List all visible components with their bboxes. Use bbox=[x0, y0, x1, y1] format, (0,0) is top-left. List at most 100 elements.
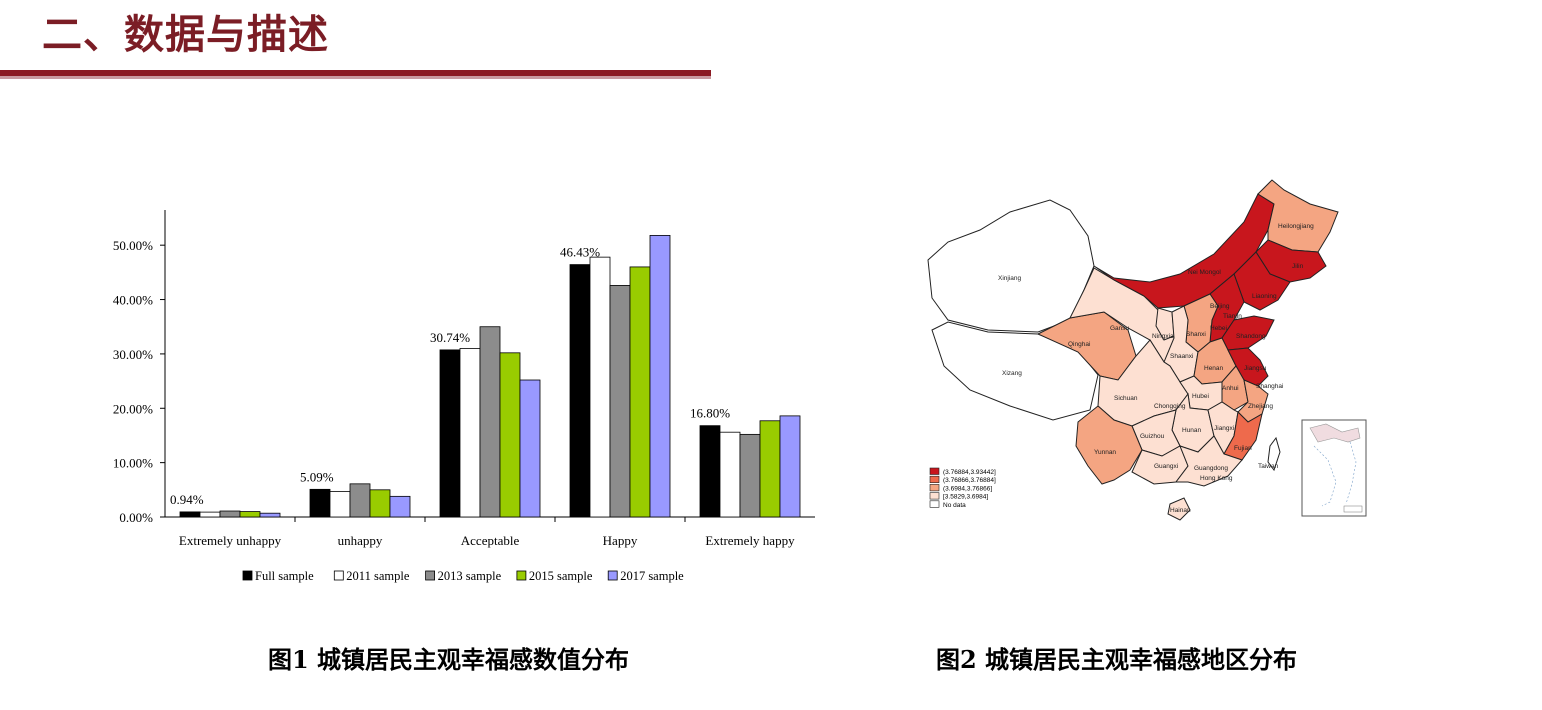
label-yunnan: Yunnan bbox=[1094, 449, 1116, 456]
label-guangxi: Guangxi bbox=[1154, 463, 1178, 470]
data-label: 0.94% bbox=[170, 492, 204, 507]
region-liaoning bbox=[1233, 251, 1291, 311]
map-legend-label: (3.6984,3.76866] bbox=[943, 485, 992, 492]
label-guangdong: Guangdong bbox=[1194, 465, 1228, 472]
bar-full-sample-2 bbox=[439, 349, 461, 518]
map-legend-label: [3.5829,3.6984] bbox=[943, 494, 988, 501]
label-shanxi: Shanxi bbox=[1186, 331, 1206, 338]
legend-entry: Full sample bbox=[255, 569, 314, 583]
bar-2011-sample-2 bbox=[459, 348, 481, 518]
map-legend-swatch bbox=[929, 484, 940, 492]
y-tick-label: 40.00% bbox=[113, 293, 153, 308]
bar-2013-sample-2 bbox=[479, 326, 501, 518]
data-label: 46.43% bbox=[560, 245, 600, 260]
map-legend-swatch bbox=[929, 467, 940, 475]
data-label: 5.09% bbox=[300, 469, 334, 484]
happiness-bar-chart: 0.00% 10.00% 20.00% 30.00% 40.00% 50.00% 0.94%… bbox=[113, 210, 815, 583]
bar-2015-sample-4 bbox=[759, 420, 781, 518]
label-qinghai: Qinghai bbox=[1068, 341, 1090, 348]
bar-2013-sample-1 bbox=[349, 483, 371, 518]
region-yunnan bbox=[1075, 405, 1143, 485]
map-legend-swatch bbox=[929, 500, 940, 508]
bar-full-sample-1 bbox=[309, 488, 331, 518]
y-tick-label: 0.00% bbox=[119, 510, 153, 525]
label-ningxia: Ningxia bbox=[1152, 333, 1174, 340]
china-happiness-map: Xinjiang Xizang Qinghai Gansu Nei Mongol… bbox=[927, 179, 1367, 521]
bar-2013-sample-4 bbox=[739, 433, 761, 518]
region-hainan bbox=[1167, 497, 1191, 521]
data-label: 16.80% bbox=[690, 406, 730, 421]
label-hubei: Hubei bbox=[1192, 393, 1209, 400]
bar-2017-sample-3 bbox=[649, 234, 671, 518]
category-label: Extremely unhappy bbox=[179, 533, 282, 548]
bar-2011-sample-4 bbox=[719, 431, 741, 518]
bar-2015-sample-3 bbox=[629, 266, 651, 518]
bar-2017-sample-2 bbox=[519, 379, 541, 518]
legend-swatch bbox=[425, 570, 436, 581]
legend-entry: 2011 sample bbox=[346, 569, 410, 583]
label-xinjiang: Xinjiang bbox=[998, 275, 1022, 282]
label-jilin: Jilin bbox=[1292, 263, 1304, 270]
label-sichuan: Sichuan bbox=[1114, 395, 1138, 402]
category-label: Extremely happy bbox=[705, 533, 795, 548]
y-tick-label: 20.00% bbox=[113, 401, 153, 416]
figure-1-caption: 图1 城镇居民主观幸福感数值分布 bbox=[268, 645, 630, 674]
label-jiangxi: Jiangxi bbox=[1214, 425, 1234, 432]
bar-2011-sample-0 bbox=[199, 511, 221, 518]
label-shaanxi: Shaanxi bbox=[1170, 353, 1194, 360]
label-zhejiang: Zhejiang bbox=[1248, 403, 1273, 410]
label-henan: Henan bbox=[1204, 365, 1224, 372]
data-label: 30.74% bbox=[430, 330, 470, 345]
map-legend-label: No data bbox=[943, 502, 966, 509]
label-hainan: Hainan bbox=[1170, 507, 1191, 514]
label-nei-mongol: Nei Mongol bbox=[1188, 269, 1221, 276]
map-legend-swatch bbox=[929, 492, 940, 500]
region-xinjiang bbox=[927, 199, 1095, 333]
bar-2011-sample-1 bbox=[329, 491, 351, 518]
bar-2015-sample-1 bbox=[369, 489, 391, 518]
label-jiangsu: Jiangsu bbox=[1244, 365, 1267, 372]
legend-swatch bbox=[516, 570, 527, 581]
bar-2013-sample-0 bbox=[219, 510, 241, 518]
title-underline-shadow bbox=[0, 76, 711, 79]
bar-2017-sample-1 bbox=[389, 495, 411, 518]
title-underline bbox=[0, 70, 711, 76]
label-liaoning: Liaoning bbox=[1252, 293, 1277, 300]
slide-title: 二、数据与描述 bbox=[42, 12, 329, 58]
legend-entry: 2015 sample bbox=[529, 569, 593, 583]
bar-2015-sample-0 bbox=[239, 511, 261, 518]
category-label: unhappy bbox=[338, 533, 383, 548]
legend-entry: 2017 sample bbox=[620, 569, 684, 583]
legend-swatch bbox=[242, 570, 253, 581]
map-legend-label: (3.76866,3.76884] bbox=[943, 477, 996, 484]
label-shanghai: Shanghai bbox=[1256, 383, 1283, 390]
label-shandong: Shandong bbox=[1236, 333, 1266, 340]
bar-full-sample-4 bbox=[699, 425, 721, 518]
label-xizang: Xizang bbox=[1002, 370, 1022, 377]
label-hebei: Hebei bbox=[1210, 325, 1227, 332]
label-hunan: Hunan bbox=[1182, 427, 1202, 434]
label-heilongjiang: Heilongjiang bbox=[1278, 223, 1314, 230]
label-beijing: Beijing bbox=[1210, 303, 1230, 310]
bar-2015-sample-2 bbox=[499, 352, 521, 518]
map-legend-label: (3.76884,3.93442] bbox=[943, 469, 996, 476]
label-gansu: Gansu bbox=[1110, 325, 1130, 332]
region-xizang bbox=[931, 321, 1099, 421]
region-ningxia bbox=[1155, 307, 1175, 341]
legend-swatch bbox=[607, 570, 618, 581]
bar-full-sample-0 bbox=[179, 511, 201, 518]
map-legend: (3.76884,3.93442](3.76866,3.76884](3.698… bbox=[929, 467, 996, 509]
label-chongqing: Chongqing bbox=[1154, 403, 1186, 410]
category-label: Acceptable bbox=[461, 533, 520, 548]
label-guizhou: Guizhou bbox=[1140, 433, 1165, 440]
label-hong-kong: Hong Kong bbox=[1200, 475, 1233, 482]
south-china-sea-inset bbox=[1301, 419, 1367, 517]
map-legend-swatch bbox=[929, 475, 940, 484]
y-tick-label: 10.00% bbox=[113, 456, 153, 471]
y-tick-label: 50.00% bbox=[113, 238, 153, 253]
legend-entry: 2013 sample bbox=[438, 569, 502, 583]
label-tianjin: Tianjin bbox=[1223, 313, 1242, 320]
region-taiwan bbox=[1267, 436, 1281, 472]
label-anhui: Anhui bbox=[1222, 385, 1239, 392]
bar-2011-sample-3 bbox=[589, 256, 611, 518]
